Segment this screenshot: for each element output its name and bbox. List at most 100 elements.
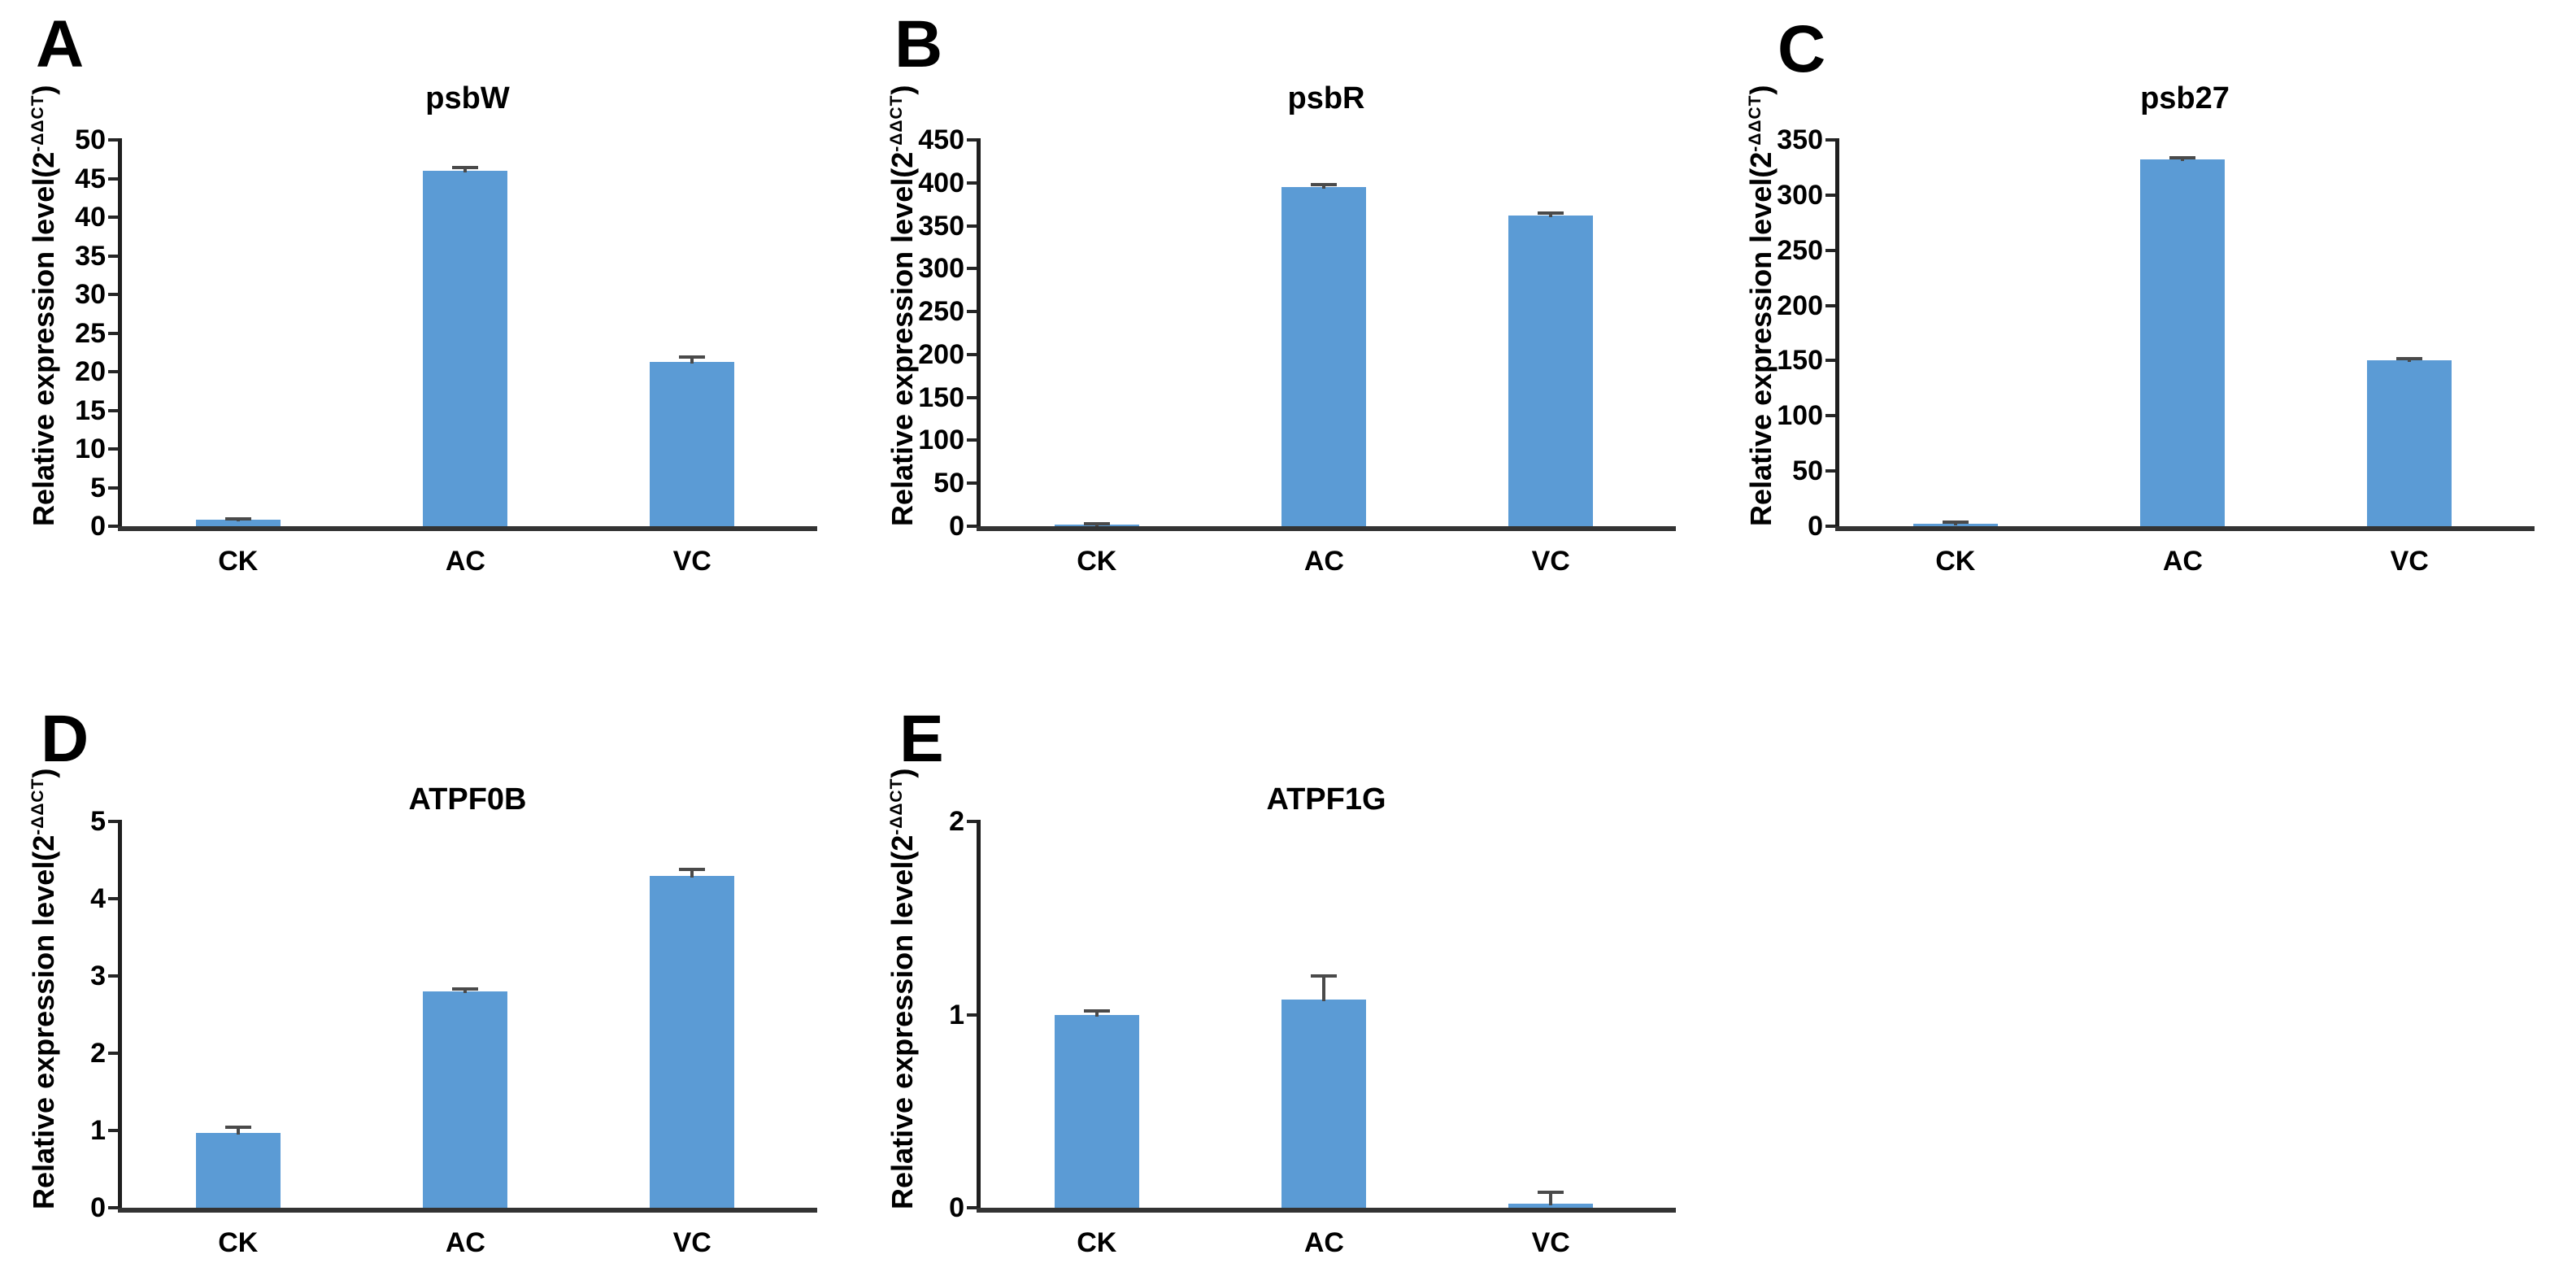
y-tick-mark xyxy=(1825,303,1835,307)
y-axis-label: Relative expression level(2-ΔΔCT) xyxy=(20,769,60,1209)
y-tick-label: 250 xyxy=(918,296,964,328)
y-axis-label-text: Relative expression level(2 xyxy=(27,151,60,526)
y-axis-label-text: Relative expression level(2 xyxy=(886,834,919,1209)
y-tick-mark xyxy=(108,370,118,373)
y-tick-mark xyxy=(967,310,977,314)
bar-ck xyxy=(195,520,281,526)
y-tick-label: 1 xyxy=(90,1115,106,1146)
x-category-label: CK xyxy=(1077,546,1117,577)
y-tick-mark xyxy=(108,1052,118,1055)
bar-vc xyxy=(1508,215,1594,526)
y-tick-label: 0 xyxy=(949,1192,964,1223)
error-bar-stem xyxy=(1953,521,1957,525)
y-axis-label-close: ) xyxy=(1744,85,1778,95)
chart-panel-atpf0b: D ATPF0B Relative expression level(2-ΔΔC… xyxy=(0,636,859,1272)
y-tick-mark xyxy=(967,395,977,399)
y-axis-label-superscript: -ΔΔCT xyxy=(887,94,906,152)
chart-panel-atpf1g: E ATPF1G Relative expression level(2-ΔΔC… xyxy=(859,636,1717,1272)
error-bar-stem xyxy=(2408,358,2412,363)
y-axis-label-text: Relative expression level(2 xyxy=(1744,151,1778,526)
error-bar-cap xyxy=(679,355,706,359)
y-axis-label-close: ) xyxy=(27,768,60,778)
y-tick-mark xyxy=(967,525,977,528)
y-tick-label: 50 xyxy=(933,468,964,499)
plot-area: 0 5 10 15 20 25 30 35 40 45 50 CK AC VC xyxy=(75,126,817,575)
x-category-label: AC xyxy=(445,1227,485,1258)
y-axis-label-close: ) xyxy=(27,85,60,95)
y-tick-label: 1 xyxy=(949,999,964,1030)
y-tick-label: 15 xyxy=(75,394,106,426)
error-bar-cap xyxy=(1311,182,1338,186)
error-bar-cap xyxy=(2169,155,2196,159)
x-category-label: CK xyxy=(1935,546,1976,577)
y-tick-mark xyxy=(108,254,118,258)
y-tick-label: 350 xyxy=(918,210,964,242)
plot-area: 0 1 2 CK AC VC xyxy=(949,808,1676,1257)
bar-ck xyxy=(1054,1014,1139,1208)
bar-vc xyxy=(2367,360,2452,526)
y-tick-label: 30 xyxy=(75,279,106,310)
error-bar-cap xyxy=(679,867,706,871)
x-category-label: CK xyxy=(218,546,259,577)
y-tick-mark xyxy=(967,267,977,271)
y-axis-label-close: ) xyxy=(886,768,919,778)
bar-ac xyxy=(1281,187,1367,526)
error-bar-stem xyxy=(690,869,694,878)
panel-letter-c: C xyxy=(1778,12,1826,86)
error-bar-cap xyxy=(224,516,251,521)
y-tick-mark xyxy=(967,224,977,228)
error-bar-stem xyxy=(1549,1192,1553,1206)
bar-ac xyxy=(423,991,508,1208)
y-tick-label: 3 xyxy=(90,961,106,991)
panel-letter-b: B xyxy=(894,7,943,81)
y-tick-label: 150 xyxy=(1777,345,1823,377)
y-tick-mark xyxy=(108,176,118,181)
y-tick-label: 20 xyxy=(75,356,106,387)
bar-ck xyxy=(195,1132,281,1208)
y-tick-mark xyxy=(108,974,118,978)
error-bar-stem xyxy=(1322,184,1326,189)
x-category-label: CK xyxy=(1077,1227,1117,1258)
panel-letter-e: E xyxy=(899,702,944,776)
error-bar-stem xyxy=(236,1127,240,1135)
bar-vc xyxy=(650,875,735,1208)
y-tick-mark xyxy=(967,438,977,442)
panel-letter-a: A xyxy=(36,7,85,81)
x-category-label: CK xyxy=(218,1227,259,1258)
y-axis-label-text: Relative expression level(2 xyxy=(27,834,60,1209)
y-tick-label: 50 xyxy=(75,124,106,155)
y-tick-mark xyxy=(108,820,118,823)
x-category-label: VC xyxy=(672,1227,711,1258)
plot-area: 0 1 2 3 4 5 CK AC VC xyxy=(90,808,817,1257)
bar-vc xyxy=(650,361,735,526)
error-bar-cap xyxy=(224,1126,251,1130)
y-tick-label: 2 xyxy=(949,806,964,837)
y-tick-mark xyxy=(1825,469,1835,473)
y-tick-mark xyxy=(967,138,977,142)
y-axis-line xyxy=(1835,138,1839,531)
y-tick-mark xyxy=(108,525,118,528)
bar-vc xyxy=(1508,1204,1594,1208)
y-tick-mark xyxy=(1825,193,1835,197)
error-bar-stem xyxy=(463,168,468,172)
error-bar-stem xyxy=(1322,976,1326,1001)
y-axis-line xyxy=(118,820,122,1213)
y-tick-label: 50 xyxy=(1792,455,1823,487)
y-tick-label: 0 xyxy=(949,511,964,542)
x-axis-line xyxy=(977,526,1676,531)
y-tick-mark xyxy=(967,481,977,486)
error-bar-stem xyxy=(463,989,468,993)
error-bar-stem xyxy=(2181,157,2185,162)
y-axis-label-text: Relative expression level(2 xyxy=(886,151,919,526)
plot-area: 0 50 100 150 200 250 300 350 CK AC VC xyxy=(1777,126,2535,575)
y-tick-mark xyxy=(108,486,118,490)
x-category-label: VC xyxy=(1531,1227,1570,1258)
x-category-label: AC xyxy=(2162,546,2203,577)
y-axis-label: Relative expression level(2-ΔΔCT) xyxy=(1737,85,1778,526)
y-tick-mark xyxy=(108,408,118,412)
y-tick-label: 150 xyxy=(918,381,964,413)
chart-panel-psbr: B psbR Relative expression level(2-ΔΔCT)… xyxy=(859,0,1717,636)
y-axis-label: Relative expression level(2-ΔΔCT) xyxy=(878,85,919,526)
y-tick-label: 350 xyxy=(1777,124,1823,155)
y-axis-label-superscript: -ΔΔCT xyxy=(28,778,47,835)
